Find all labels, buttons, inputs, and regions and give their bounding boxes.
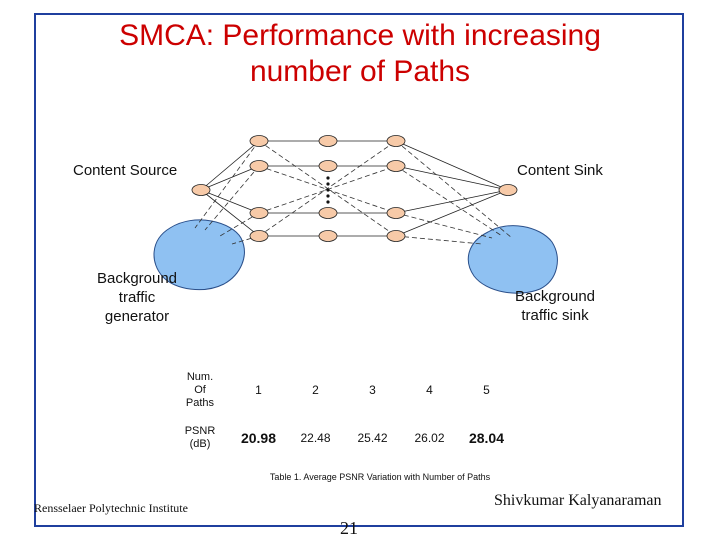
table-row-paths: Num. Of Paths 1 2 3 4 5 [170,362,515,418]
paths-cell-5: 5 [483,383,490,397]
row-header-psnr-line-1: PSNR [184,425,216,437]
node-sink [498,184,518,196]
node-left-1 [249,135,269,147]
institute-name: Rensselaer Polytechnic Institute [34,501,188,515]
node-right-3 [386,207,406,219]
cloud-sink [467,225,558,294]
bg-generator-line-1: Background [96,270,178,287]
slide-frame [34,13,684,527]
page-number: 21 [340,518,358,538]
paths-cell-3: 3 [369,383,376,397]
node-mid-1 [318,135,338,147]
psnr-cell-1: 20.98 [240,430,277,446]
table-caption: Table 1. Average PSNR Variation with Num… [269,472,491,482]
psnr-table: Num. Of Paths 1 2 3 4 5 PSNR (dB) 20.98 … [170,362,515,458]
node-left-4 [249,230,269,242]
psnr-cell-4: 26.02 [414,431,445,445]
node-source [191,184,211,196]
author-name: Shivkumar Kalyanaraman [494,492,662,509]
title-line-1: SMCA: Performance with increasing [119,19,601,52]
ellipsis-dots [326,176,330,204]
table-row-psnr: PSNR (dB) 20.98 22.48 25.42 26.02 28.04 [170,418,515,458]
dashed-links [194,140,513,245]
bg-generator-line-2: traffic [118,289,156,306]
slide-title: SMCA: Performance with increasing number… [40,18,680,90]
row-header-psnr: PSNR (dB) [170,418,230,458]
paths-cell-2: 2 [312,383,319,397]
row-header-paths-line-1: Num. [186,370,214,383]
nodes [191,135,518,242]
psnr-cell-2: 22.48 [300,431,331,445]
row-header-paths: Num. Of Paths [170,362,230,418]
bg-sink-line-1: Background [514,288,596,305]
solid-links [200,140,509,237]
node-left-2 [249,160,269,172]
paths-cell-4: 4 [426,383,433,397]
bg-sink-label: Background traffic sink [497,287,613,325]
node-right-1 [386,135,406,147]
row-header-psnr-line-2: (dB) [189,438,211,450]
content-source-label: Content Source [73,162,178,179]
node-mid-3 [318,207,338,219]
content-sink-label: Content Sink [517,162,603,179]
cloud-generator [153,219,245,291]
node-right-4 [386,230,406,242]
bg-generator-line-3: generator [104,308,170,325]
node-left-3 [249,207,269,219]
row-header-paths-line-2: Of [194,383,206,396]
bg-sink-line-2: traffic sink [521,307,589,324]
row-header-paths-line-3: Paths [185,396,215,409]
bg-generator-label: Background traffic generator [78,269,196,326]
node-mid-4 [318,230,338,242]
title-line-2: number of Paths [249,55,471,88]
node-right-2 [386,160,406,172]
node-mid-2 [318,160,338,172]
psnr-cell-3: 25.42 [357,431,388,445]
paths-cell-1: 1 [255,383,262,397]
psnr-cell-5: 28.04 [468,430,505,446]
